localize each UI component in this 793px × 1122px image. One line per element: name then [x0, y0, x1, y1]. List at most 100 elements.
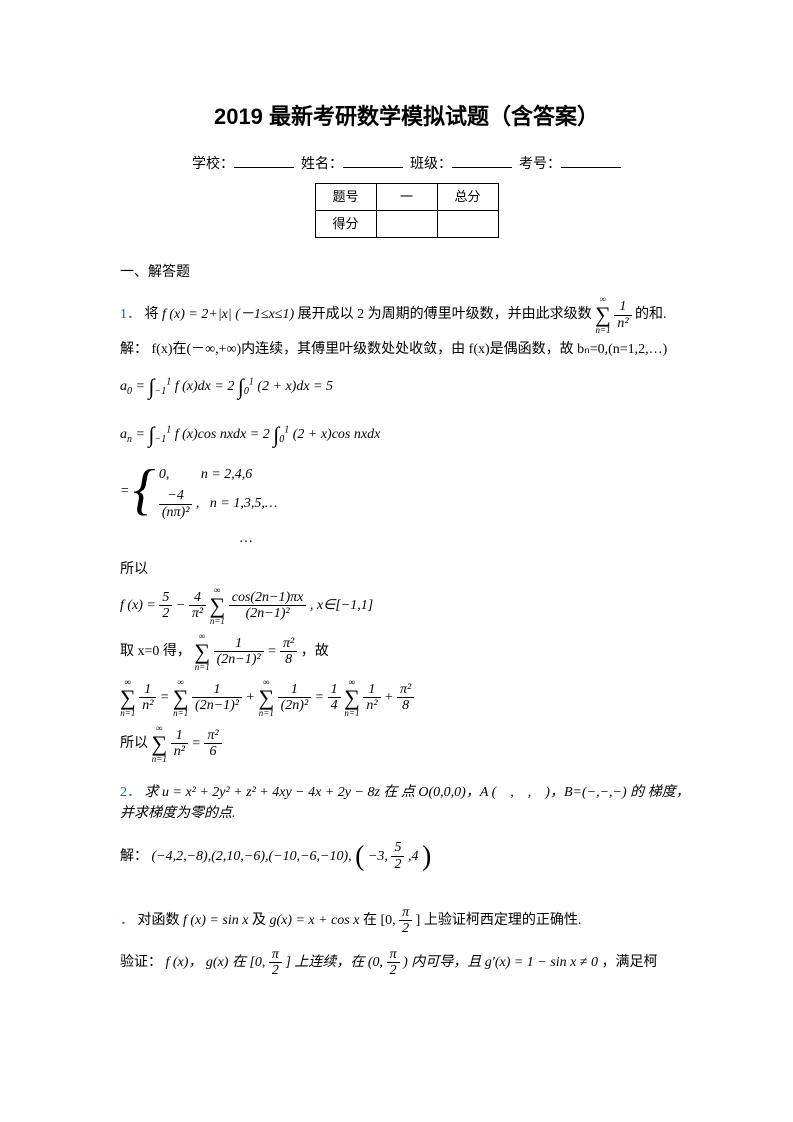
frac-odd: 1 (2n−1)²: [214, 636, 264, 668]
cell-tihao: 题号: [315, 184, 376, 211]
fx-eq: f (x) =: [120, 598, 159, 613]
sum-icon: ∞∑n=1: [120, 678, 136, 718]
q3-f: f (x) = sin x: [183, 913, 248, 928]
id-label: 考号：: [519, 157, 561, 172]
q1-answer-text: f(x)在(－∞,+∞)内连续，其傅里叶级数处处收敛，由 f(x)是偶函数，故 …: [152, 342, 668, 357]
q3-dot: ．: [120, 913, 134, 928]
so-label: 所以: [120, 559, 693, 580]
cell-total: 总分: [437, 184, 498, 211]
int2: (2 + x)dx = 5: [257, 379, 333, 394]
int-low: −1: [154, 386, 166, 397]
id-blank[interactable]: [561, 153, 621, 168]
q3-gprime: g′(x) = 1 − sin x ≠ 0: [485, 955, 598, 970]
frac-pi2-8-b: π² 8: [397, 682, 414, 714]
f-int: f (x)dx = 2: [175, 379, 235, 394]
q3-g: g(x) = x + cos x: [269, 913, 359, 928]
int-up: 1: [166, 376, 171, 387]
frac-pi2-6: π² 6: [204, 728, 221, 760]
q3-vc: ) 内可导，且: [403, 955, 485, 970]
frac-pi-2: π 2: [399, 905, 412, 937]
sum-icon: ∞∑n=1: [152, 724, 168, 764]
frac-odd2: 1 (2n−1)²: [192, 682, 242, 714]
class-blank[interactable]: [452, 153, 512, 168]
dots: …: [120, 526, 693, 553]
q3-and: 及: [252, 913, 270, 928]
question-3: ． 对函数 f (x) = sin x 及 g(x) = x + cos x 在…: [120, 905, 693, 937]
sum-icon: ∞∑n=1: [210, 586, 226, 626]
class-label: 班级：: [410, 157, 452, 172]
q2-ans-label: 解：: [120, 848, 148, 863]
an-sub: n: [127, 434, 132, 445]
eq: =: [136, 379, 149, 394]
cell-defen: 得分: [315, 211, 376, 238]
paren-left-icon: (: [355, 841, 364, 872]
q1-fx: f (x) = 2+|x| (－1≤x≤1): [162, 307, 294, 322]
minus: −: [176, 598, 189, 613]
formula-x0: 取 x=0 得， ∞∑n=1 1 (2n−1)² = π² 8 ，故: [120, 632, 693, 672]
school-label: 学校：: [192, 157, 234, 172]
q3-text-c: ] 上验证柯西定理的正确性.: [416, 913, 582, 928]
question-1: 1． 将 f (x) = 2+|x| (－1≤x≤1) 展开成以 2 为周期的傅…: [120, 295, 693, 335]
frac-pi-2-b: π 2: [269, 947, 282, 979]
q3-vb: ] 上连续，在 (0,: [285, 955, 386, 970]
q3-text-a: 对函数: [138, 913, 184, 928]
frac-pi-2-c: π 2: [387, 947, 400, 979]
q1-text-a: 将: [145, 307, 163, 322]
table-row: 题号 一 总分: [315, 184, 498, 211]
domain: , x∈[−1,1]: [310, 598, 373, 613]
frac-1-n2-c: 1 n²: [171, 728, 188, 760]
q3-vd: ，满足柯: [601, 955, 657, 970]
q3-va: f (x)， g(x) 在 [0,: [166, 955, 269, 970]
formula-an: an = ∫−11 f (x)cos nxdx = 2 ∫01 (2 + x)c…: [120, 414, 693, 456]
table-row: 得分: [315, 211, 498, 238]
frac-5-2: 5 2: [159, 590, 172, 622]
gu: ，故: [301, 644, 329, 659]
q2-answer: 解： (−4,2,−8),(2,10,−6),(−10,−6,−10), ( −…: [120, 830, 693, 883]
frac-pi2-8: π² 8: [280, 636, 297, 668]
so2: 所以: [120, 736, 148, 751]
student-info-line: 学校： 姓名： 班级： 考号：: [120, 153, 693, 175]
q3-verify: 验证： f (x)， g(x) 在 [0, π 2 ] 上连续，在 (0, π …: [120, 947, 693, 979]
plus2: +: [384, 690, 397, 705]
name-label: 姓名：: [301, 157, 343, 172]
formula-result: 所以 ∞∑n=1 1 n² = π² 6: [120, 724, 693, 764]
q1-text-b: 展开成以 2 为周期的傅里叶级数，并由此求级数: [298, 307, 592, 322]
cell-blank[interactable]: [437, 211, 498, 238]
frac-neg4-npi2: −4 (nπ)²: [159, 488, 193, 520]
sum-icon: ∞ ∑ n=1: [595, 295, 611, 335]
q2-last-a: −3,: [368, 848, 388, 863]
q2-number: 2．: [120, 785, 141, 800]
int-cos: f (x)cos nxdx = 2: [175, 427, 270, 442]
formula-split: ∞∑n=1 1 n² = ∞∑n=1 1 (2n−1)² + ∞∑n=1 1 (…: [120, 678, 693, 718]
cell-blank[interactable]: [376, 211, 437, 238]
frac-5-2-b: 5 2: [391, 840, 404, 872]
sum-icon: ∞∑n=1: [344, 678, 360, 718]
frac-4-pi2: 4 π²: [189, 590, 206, 622]
a0-sub: 0: [127, 386, 132, 397]
formula-fx-series: f (x) = 5 2 − 4 π² ∞∑n=1 cos(2n−1)πx (2n…: [120, 586, 693, 626]
q1-number: 1．: [120, 307, 141, 322]
question-2: 2． 求 u = x² + 2y² + z² + 4xy − 4x + 2y −…: [120, 782, 693, 824]
sum-icon: ∞∑n=1: [173, 678, 189, 718]
q1-answer-label: 解：: [120, 342, 148, 357]
q1-text-c: 的和.: [635, 307, 667, 322]
frac-1-n2: 1 n²: [139, 682, 156, 714]
q3-verify-label: 验证：: [120, 955, 162, 970]
sum-icon: ∞∑n=1: [194, 632, 210, 672]
take-x0: 取 x=0 得，: [120, 644, 191, 659]
brace-icon: {: [133, 471, 155, 510]
case0: 0,: [159, 467, 170, 482]
frac-cos: cos(2n−1)πx (2n−1)²: [229, 590, 307, 622]
int-cos2: (2 + x)cos nxdx: [293, 427, 381, 442]
q2-text: 求 u = x² + 2y² + z² + 4xy − 4x + 2y − 8z…: [120, 785, 690, 821]
name-blank[interactable]: [343, 153, 403, 168]
frac-even: 1 (2n)²: [278, 682, 312, 714]
plus: +: [246, 690, 259, 705]
school-blank[interactable]: [234, 153, 294, 168]
score-table: 题号 一 总分 得分: [315, 183, 499, 238]
paren-right-icon: ): [422, 841, 431, 872]
q2-ans: (−4,2,−8),(2,10,−6),(−10,−6,−10),: [152, 848, 352, 863]
case1-cond: n = 1,3,5,…: [210, 496, 277, 511]
section-heading: 一、解答题: [120, 262, 693, 283]
page-title: 2019 最新考研数学模拟试题（含答案）: [120, 100, 693, 133]
